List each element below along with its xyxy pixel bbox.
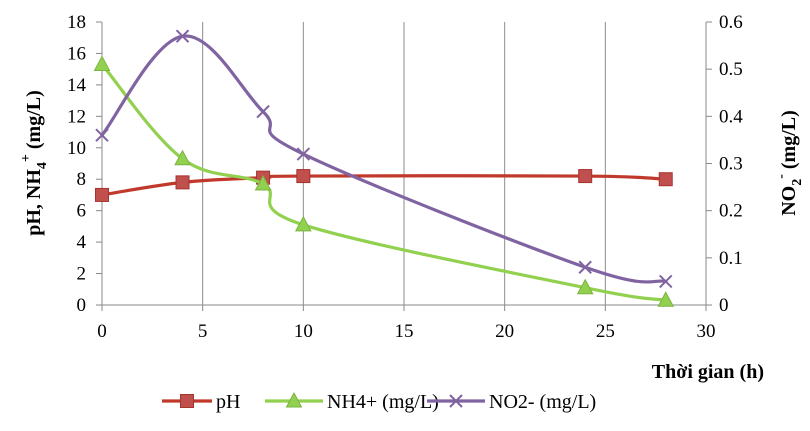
y-left-tick-label: 2	[77, 264, 87, 285]
x-axis-title: Thời gian (h)	[652, 361, 764, 383]
y-left-tick-label: 16	[67, 43, 86, 64]
tick-labels: 0 5 10 15 20 25 3002468101214161800.10.20.30.4…	[67, 12, 743, 342]
legend-item-1: NH4+ (mg/L)	[265, 391, 439, 413]
legend-label: NO2- (mg/L)	[489, 391, 596, 413]
series-1	[93, 55, 675, 307]
x-tick-label: 0	[97, 321, 107, 342]
data-point-1-5	[657, 291, 675, 307]
axis-titles: Thời gian (h) pH, NH4+ (mg/L) NO2- (mg/L)	[19, 90, 805, 383]
legend-swatch-marker	[285, 391, 303, 408]
data-point-2-4	[578, 260, 592, 274]
data-point-0-4	[578, 169, 593, 184]
data-point-2-0	[95, 128, 109, 142]
data-point-1-1	[174, 149, 191, 166]
y-left-tick-label: 10	[67, 138, 86, 159]
series-layer	[93, 29, 675, 307]
y-left-tick-label: 12	[67, 106, 86, 127]
legend-label: NH4+ (mg/L)	[327, 391, 439, 413]
grid-lines	[202, 22, 707, 305]
data-point-1-0	[93, 55, 111, 71]
x-tick-label: 10	[294, 321, 313, 342]
y-left-tick-label: 18	[67, 12, 86, 33]
y-right-tick-label: 0.5	[719, 59, 743, 80]
legend-swatch-marker	[180, 394, 194, 408]
y-right-tick-label: 0.3	[719, 154, 743, 175]
y-right-tick-label: 0	[719, 295, 729, 316]
legend-label: pH	[216, 391, 240, 413]
x-tick-label: 20	[495, 321, 514, 342]
y-right-tick-label: 0.1	[719, 248, 743, 269]
data-point-1-2	[254, 174, 272, 191]
y-axis-title-right: NO2- (mg/L)	[774, 110, 805, 216]
y-right-tick-label: 0.2	[719, 201, 743, 222]
series-2	[95, 29, 673, 289]
y-left-tick-label: 8	[77, 169, 87, 190]
data-point-1-4	[576, 278, 594, 295]
data-point-1-3	[294, 215, 312, 232]
data-point-2-5	[659, 274, 673, 289]
y-left-tick-label: 4	[77, 232, 87, 253]
legend-item-2: NO2- (mg/L)	[427, 391, 596, 413]
data-point-0-3	[296, 169, 311, 184]
x-tick-label: 5	[198, 321, 208, 342]
data-point-0-1	[175, 175, 190, 190]
data-point-2-2	[256, 104, 270, 119]
data-point-2-3	[296, 147, 311, 161]
x-tick-label: 25	[596, 321, 615, 342]
y-right-tick-label: 0.6	[719, 12, 743, 33]
legend-item-0: pH	[162, 391, 240, 413]
data-point-0-0	[95, 187, 109, 202]
y-left-tick-label: 0	[77, 295, 87, 316]
y-left-tick-label: 14	[67, 75, 87, 96]
x-tick-label: 30	[697, 321, 716, 342]
legend-swatch-marker	[449, 394, 463, 408]
data-point-2-1	[175, 29, 190, 43]
data-point-0-5	[658, 172, 673, 187]
y-right-tick-label: 0.4	[719, 106, 743, 127]
series-0	[95, 169, 673, 202]
y-left-tick-label: 6	[77, 201, 87, 222]
y-axis-title-left: pH, NH4+ (mg/L)	[19, 90, 50, 236]
x-tick-label: 15	[395, 321, 414, 342]
legend: pH NH4+ (mg/L) NO2- (mg/L)	[162, 391, 596, 413]
